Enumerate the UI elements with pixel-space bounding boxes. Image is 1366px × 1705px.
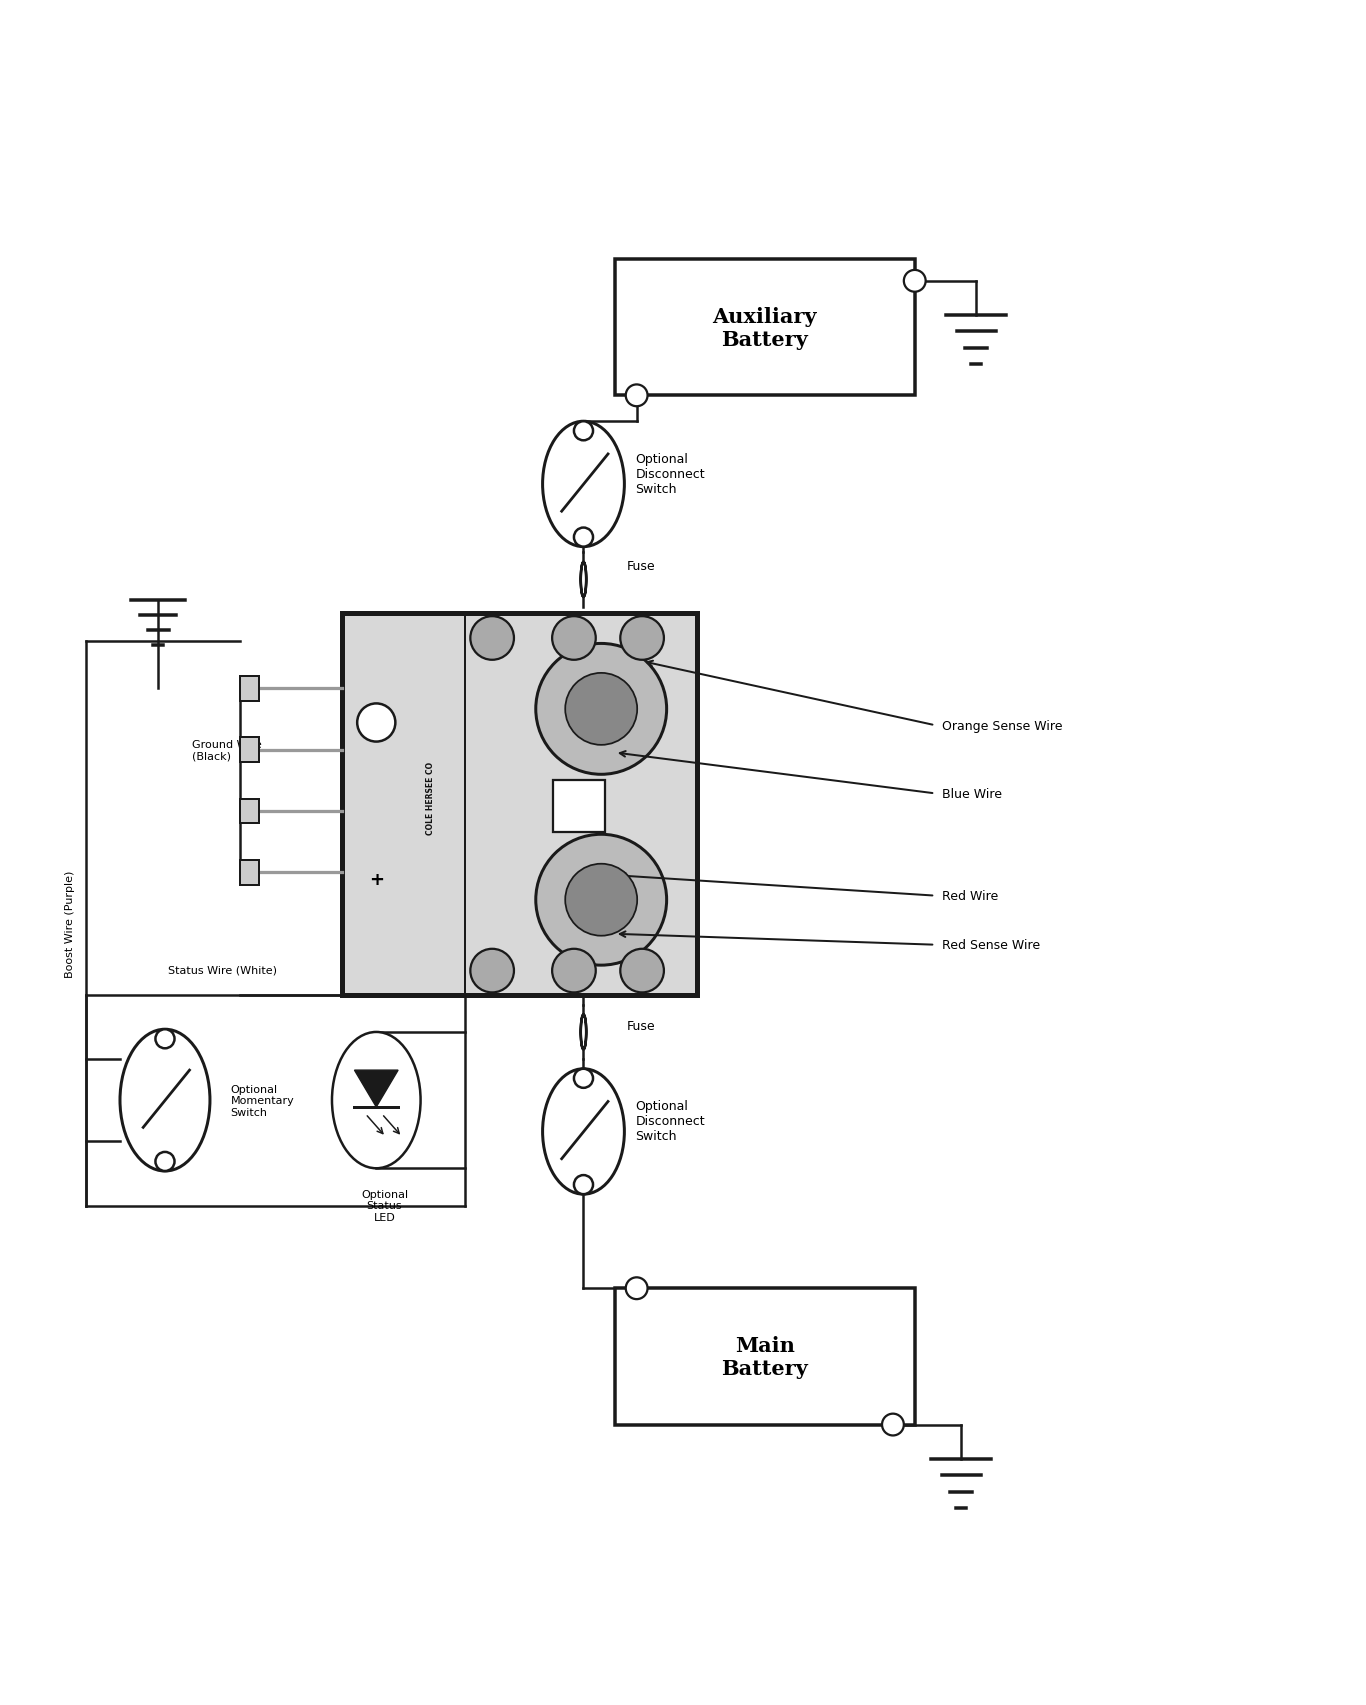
Text: Status Wire (White): Status Wire (White) (168, 965, 277, 975)
Text: Optional
Disconnect
Switch: Optional Disconnect Switch (635, 452, 705, 494)
Text: Red Sense Wire: Red Sense Wire (943, 939, 1040, 951)
Circle shape (156, 1153, 175, 1171)
Circle shape (357, 704, 395, 742)
Text: Fuse: Fuse (627, 1020, 656, 1032)
FancyBboxPatch shape (343, 614, 697, 996)
FancyBboxPatch shape (240, 677, 260, 701)
Circle shape (470, 617, 514, 660)
Circle shape (904, 271, 926, 293)
Circle shape (470, 950, 514, 992)
Circle shape (535, 644, 667, 774)
Text: Ground Wire
(Black): Ground Wire (Black) (193, 740, 262, 760)
Text: +: + (369, 871, 384, 888)
Circle shape (620, 950, 664, 992)
Text: Boost Wire (Purple): Boost Wire (Purple) (64, 870, 75, 977)
Text: Orange Sense Wire: Orange Sense Wire (943, 720, 1063, 731)
FancyBboxPatch shape (240, 800, 260, 824)
Circle shape (535, 835, 667, 965)
Circle shape (620, 617, 664, 660)
Circle shape (552, 950, 596, 992)
Text: Optional
Momentary
Switch: Optional Momentary Switch (231, 1084, 294, 1117)
Ellipse shape (542, 1069, 624, 1195)
FancyBboxPatch shape (553, 781, 605, 832)
Text: Optional
Disconnect
Switch: Optional Disconnect Switch (635, 1100, 705, 1142)
FancyBboxPatch shape (615, 259, 915, 396)
Circle shape (552, 617, 596, 660)
Text: COLE HERSEE CO: COLE HERSEE CO (426, 762, 436, 834)
FancyBboxPatch shape (615, 1289, 915, 1425)
Ellipse shape (542, 421, 624, 547)
Circle shape (626, 385, 647, 407)
Text: Auxiliary
Battery: Auxiliary Battery (713, 307, 817, 350)
Circle shape (574, 1175, 593, 1195)
Circle shape (574, 1069, 593, 1088)
Text: Fuse: Fuse (627, 559, 656, 573)
Ellipse shape (120, 1030, 210, 1171)
Ellipse shape (332, 1032, 421, 1168)
Circle shape (566, 864, 637, 936)
FancyBboxPatch shape (240, 861, 260, 885)
Circle shape (574, 421, 593, 442)
Text: Main
Battery: Main Battery (721, 1335, 809, 1378)
FancyBboxPatch shape (240, 738, 260, 762)
Circle shape (626, 1277, 647, 1299)
Polygon shape (354, 1071, 398, 1107)
Circle shape (882, 1413, 904, 1436)
Text: Red Wire: Red Wire (943, 890, 999, 902)
Circle shape (566, 673, 637, 745)
Text: Blue Wire: Blue Wire (943, 788, 1003, 800)
Text: Optional
Status
LED: Optional Status LED (361, 1188, 408, 1222)
Circle shape (156, 1030, 175, 1049)
Circle shape (574, 529, 593, 547)
